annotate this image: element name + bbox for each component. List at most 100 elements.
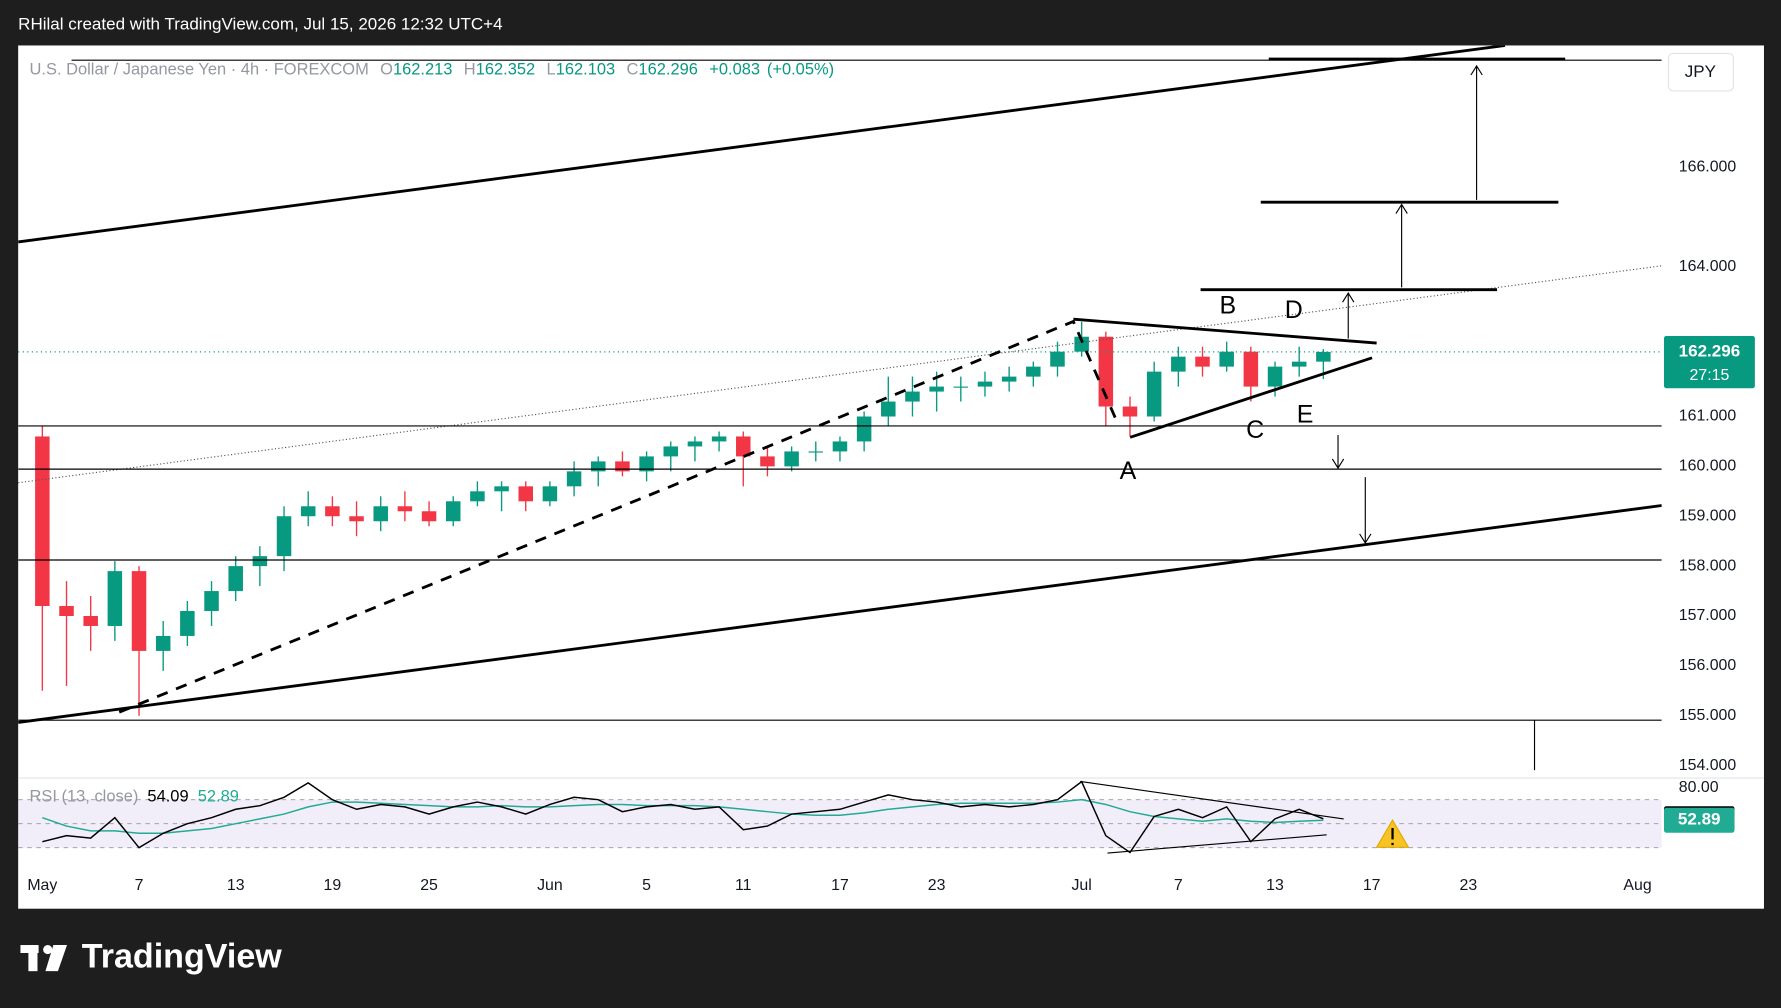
last-price-label: 162.296 — [1679, 341, 1741, 360]
currency[interactable]: JPY — [1685, 62, 1716, 81]
candle-body — [1074, 336, 1089, 352]
candle-body — [542, 486, 558, 502]
x-tick-label: Jun — [537, 877, 563, 894]
ohlc-key: C — [627, 61, 639, 79]
candle-body — [276, 516, 292, 557]
wave-label: D — [1285, 296, 1303, 324]
y-tick-label: 154.000 — [1679, 757, 1737, 774]
candle-body — [1316, 351, 1331, 362]
brand-name: TradingView — [82, 938, 283, 976]
ohlc-value: 162.296 — [638, 61, 697, 79]
candle-body — [905, 391, 920, 402]
wave-labels: A B C D E — [1120, 291, 1314, 485]
candle-body — [856, 416, 872, 442]
candle-body — [228, 566, 243, 592]
candle-body — [881, 401, 896, 417]
symbol-legend: U.S. Dollar / Japanese Yen · 4h · FOREXC… — [30, 61, 835, 79]
y-tick-label: 160.000 — [1679, 458, 1737, 475]
rsi-drawings — [1080, 780, 1344, 854]
candle-body — [180, 611, 195, 636]
rsi-line — [42, 780, 1324, 854]
y-tick-label: 158.000 — [1679, 557, 1737, 574]
candle-body — [252, 556, 268, 567]
candle-body — [325, 506, 340, 517]
x-tick-label: 17 — [1363, 877, 1381, 894]
x-tick-label: May — [27, 877, 57, 894]
target-levels — [1200, 57, 1566, 292]
last-price-tag — [1664, 335, 1755, 389]
rsi-title: RSI (13, close) — [30, 788, 139, 806]
triangle — [1073, 317, 1377, 439]
drawings — [18, 45, 1662, 771]
wave-label: C — [1246, 416, 1264, 444]
candle-body — [687, 441, 703, 447]
candle-body — [1291, 361, 1307, 367]
candle-body — [639, 456, 654, 472]
ohlc-key: H — [464, 61, 476, 79]
candle-body — [445, 501, 461, 522]
y-tick-label: 164.000 — [1679, 258, 1737, 275]
ohlc-value: 162.352 — [476, 61, 535, 79]
rsi-value: 54.09 — [147, 788, 188, 806]
channel-upper — [18, 45, 1506, 244]
rsi-ma-value: 52.89 — [198, 788, 239, 806]
candle-body — [663, 446, 679, 457]
x-tick-label: 23 — [1460, 877, 1478, 894]
candle-body — [131, 571, 147, 651]
currency-box[interactable] — [1667, 52, 1734, 92]
arrows — [1331, 64, 1536, 771]
candle-body — [1243, 351, 1259, 387]
candle-body — [615, 461, 630, 472]
candle-body — [204, 591, 219, 612]
x-tick-label: 5 — [642, 877, 651, 894]
dashed-trend — [118, 319, 1121, 714]
candle-body — [1026, 366, 1041, 377]
candle-body — [494, 486, 509, 492]
logo-part — [43, 945, 53, 955]
y-tick-label: 156.000 — [1679, 657, 1737, 674]
x-tick-label: 7 — [135, 877, 144, 894]
branding: TradingView — [20, 938, 282, 976]
candle-body — [1171, 356, 1186, 372]
ohlc-key: L — [547, 61, 556, 79]
candle-body — [1195, 356, 1210, 367]
rsi-ma-line — [42, 798, 1324, 835]
warning-icon[interactable] — [1375, 818, 1410, 848]
price-pane — [18, 321, 1662, 716]
y-tick-label: 155.000 — [1679, 707, 1737, 724]
candle-body — [566, 471, 582, 487]
logo-part — [45, 945, 68, 972]
candle-body — [470, 491, 485, 502]
candle-body — [518, 486, 533, 502]
candle-body — [421, 511, 437, 522]
candle-body — [760, 456, 775, 467]
candle-body — [736, 436, 751, 457]
x-tick-label: 17 — [831, 877, 849, 894]
axes: 154.000 155.000 156.000 157.000 158.000 159.0… — [27, 158, 1755, 894]
candle-body — [300, 506, 316, 517]
x-tick-label: Jul — [1071, 877, 1091, 894]
candle-body — [35, 436, 50, 607]
y-tick-label: 166.000 — [1679, 158, 1737, 175]
rsi-tick-label: 80.00 — [1679, 779, 1719, 796]
candle-body — [59, 606, 74, 616]
channel-lower — [18, 504, 1662, 724]
candle-body — [591, 461, 606, 472]
candle-body — [832, 441, 848, 452]
y-tick-label: 161.000 — [1679, 408, 1737, 425]
x-tick-label: 7 — [1174, 877, 1183, 894]
x-tick-label: 13 — [227, 877, 245, 894]
candle-body — [977, 381, 993, 387]
candle-body — [349, 516, 364, 522]
candle-body — [929, 386, 944, 392]
symbol-title: U.S. Dollar / Japanese Yen · 4h · FOREXC… — [30, 61, 369, 79]
header: RHilal created with TradingView.com, Jul… — [18, 15, 502, 34]
rsi-ma-tag — [1664, 807, 1735, 833]
candle-body — [1001, 376, 1017, 382]
ohlc-key: O — [380, 61, 393, 79]
x-tick-label: 25 — [420, 877, 438, 894]
rsi-legend: RSI (13, close) 54.09 52.89 — [30, 788, 239, 806]
candle-body — [1146, 371, 1162, 417]
